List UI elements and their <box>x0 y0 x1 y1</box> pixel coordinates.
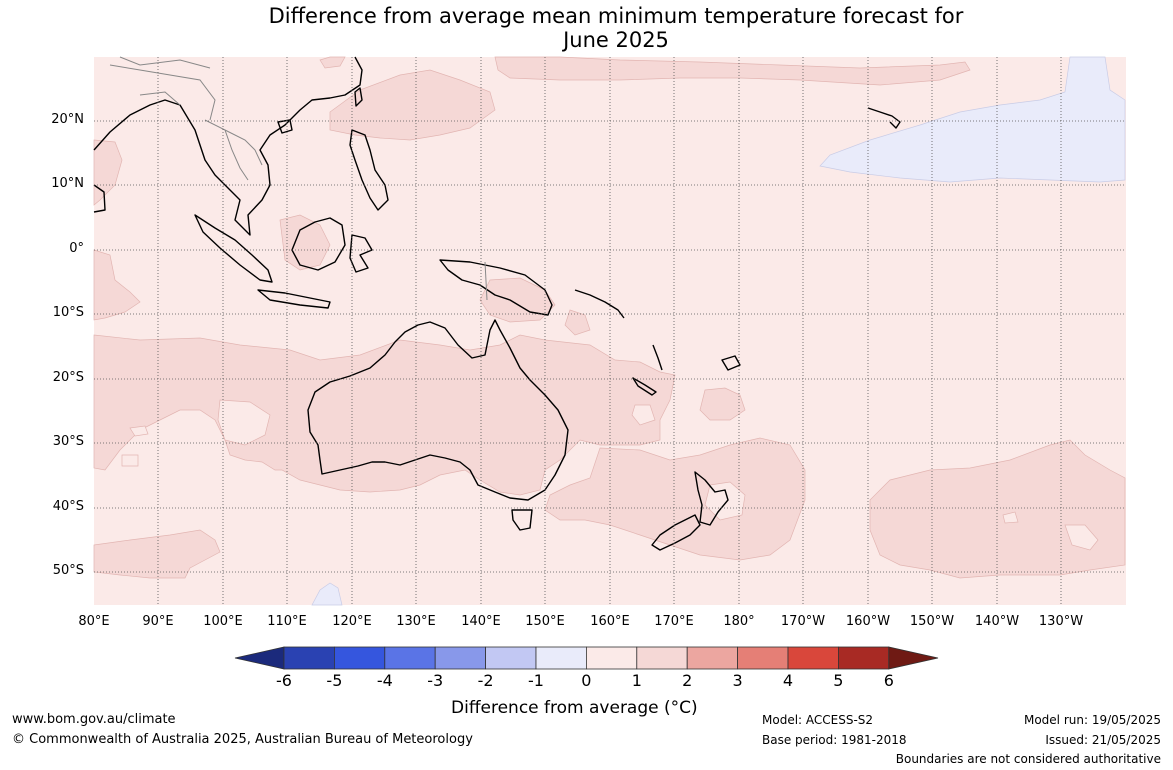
colorbar-bin <box>686 646 739 670</box>
website-link[interactable]: www.bom.gov.au/climate <box>12 712 176 727</box>
copyright-text: © Commonwealth of Australia 2025, Austra… <box>12 732 473 747</box>
lat-label: 0° <box>69 241 84 256</box>
taiwan-coastline <box>354 87 363 107</box>
lat-label: 10°N <box>51 176 84 191</box>
hawaii-coastline <box>867 107 901 129</box>
boundaries-note: Boundaries are not considered authoritat… <box>895 752 1161 766</box>
colorbar-tick: 1 <box>631 671 642 690</box>
colorbar-bin <box>586 646 638 670</box>
colorbar-tick: -3 <box>427 671 444 690</box>
lon-label: 170°W <box>780 614 826 629</box>
colorbar-bin <box>485 646 537 670</box>
colorbar-tick: 6 <box>883 671 894 690</box>
issued-text: Issued: 21/05/2025 <box>1045 733 1161 747</box>
new-caledonia-coastline <box>632 377 657 396</box>
lon-label: 130°E <box>396 614 436 629</box>
coastlines <box>93 56 901 551</box>
lat-label: 50°S <box>52 563 84 578</box>
fiji-coastline <box>721 355 741 371</box>
java-coastline <box>257 289 331 309</box>
lon-label: 100°E <box>203 614 243 629</box>
colorbar-tick: 5 <box>833 671 844 690</box>
model-run-text: Model run: 19/05/2025 <box>1023 713 1161 727</box>
colorbar-tick: -5 <box>326 671 343 690</box>
colorbar-bin <box>384 646 436 670</box>
colorbar-bin <box>535 646 587 670</box>
colorbar-extend-high <box>888 646 939 670</box>
colorbar-bin <box>283 646 335 670</box>
lon-label: 80°E <box>78 614 110 629</box>
colorbar-bin <box>636 646 688 670</box>
country-borders <box>109 56 488 301</box>
philippines-coastline <box>349 129 389 211</box>
lon-label: 160°E <box>590 614 630 629</box>
solomon-islands-coastline <box>574 289 625 319</box>
lat-label: 10°S <box>52 305 84 320</box>
borneo-coastline <box>291 217 346 271</box>
lon-label: 140°E <box>461 614 501 629</box>
colorbar-title: Difference from average (°C) <box>451 698 698 718</box>
australia-coastline <box>307 319 569 501</box>
title-line-2: June 2025 <box>563 28 669 52</box>
anomaly-region-negative <box>311 56 1126 606</box>
sulawesi-coastline <box>349 234 373 273</box>
colorbar-tick: -4 <box>376 671 393 690</box>
new-guinea-coastline <box>439 259 553 316</box>
lat-label: 30°S <box>52 434 84 449</box>
colorbar-tick: -2 <box>477 671 494 690</box>
lat-label: 40°S <box>52 499 84 514</box>
colorbar <box>234 646 939 670</box>
title-line-1: Difference from average mean minimum tem… <box>268 4 964 28</box>
colorbar-tick: -6 <box>276 671 292 690</box>
lon-label: 110°E <box>267 614 307 629</box>
sumatra-coastline <box>194 214 273 283</box>
vanuatu-coastline <box>652 344 663 371</box>
model-text: Model: ACCESS-S2 <box>762 713 874 727</box>
base-period-text: Base period: 1981-2018 <box>762 733 907 747</box>
lat-label: 20°N <box>51 112 84 127</box>
colorbar-tick: 4 <box>782 671 794 690</box>
tasmania-coastline <box>511 509 533 531</box>
new-zealand-south-coastline <box>651 514 701 551</box>
lon-label: 90°E <box>142 614 174 629</box>
lon-label: 160°W <box>845 614 891 629</box>
colorbar-bin <box>787 646 839 670</box>
graticule <box>94 57 1126 605</box>
map-title: Difference from average mean minimum tem… <box>0 4 1173 52</box>
colorbar-tick: 2 <box>682 671 693 690</box>
mainland-asia-coastline <box>93 56 363 236</box>
new-zealand-north-coastline <box>694 471 729 526</box>
colorbar-tick: 3 <box>732 671 743 690</box>
lon-label: 130°W <box>1038 614 1084 629</box>
lon-label: 120°E <box>332 614 372 629</box>
colorbar-bin <box>333 646 386 670</box>
lon-label: 180° <box>723 614 755 629</box>
colorbar-bin <box>838 646 890 670</box>
lon-label: 140°W <box>974 614 1020 629</box>
colorbar-tick: -1 <box>528 671 544 690</box>
lat-label: 20°S <box>52 370 84 385</box>
india-coastline <box>93 184 106 213</box>
colorbar-tick: 0 <box>581 671 592 690</box>
colorbar-bin <box>434 646 487 670</box>
lon-label: 150°W <box>909 614 955 629</box>
lon-label: 150°E <box>525 614 565 629</box>
lon-label: 170°E <box>654 614 694 629</box>
colorbar-extend-low <box>234 646 285 670</box>
colorbar-bin <box>737 646 789 670</box>
